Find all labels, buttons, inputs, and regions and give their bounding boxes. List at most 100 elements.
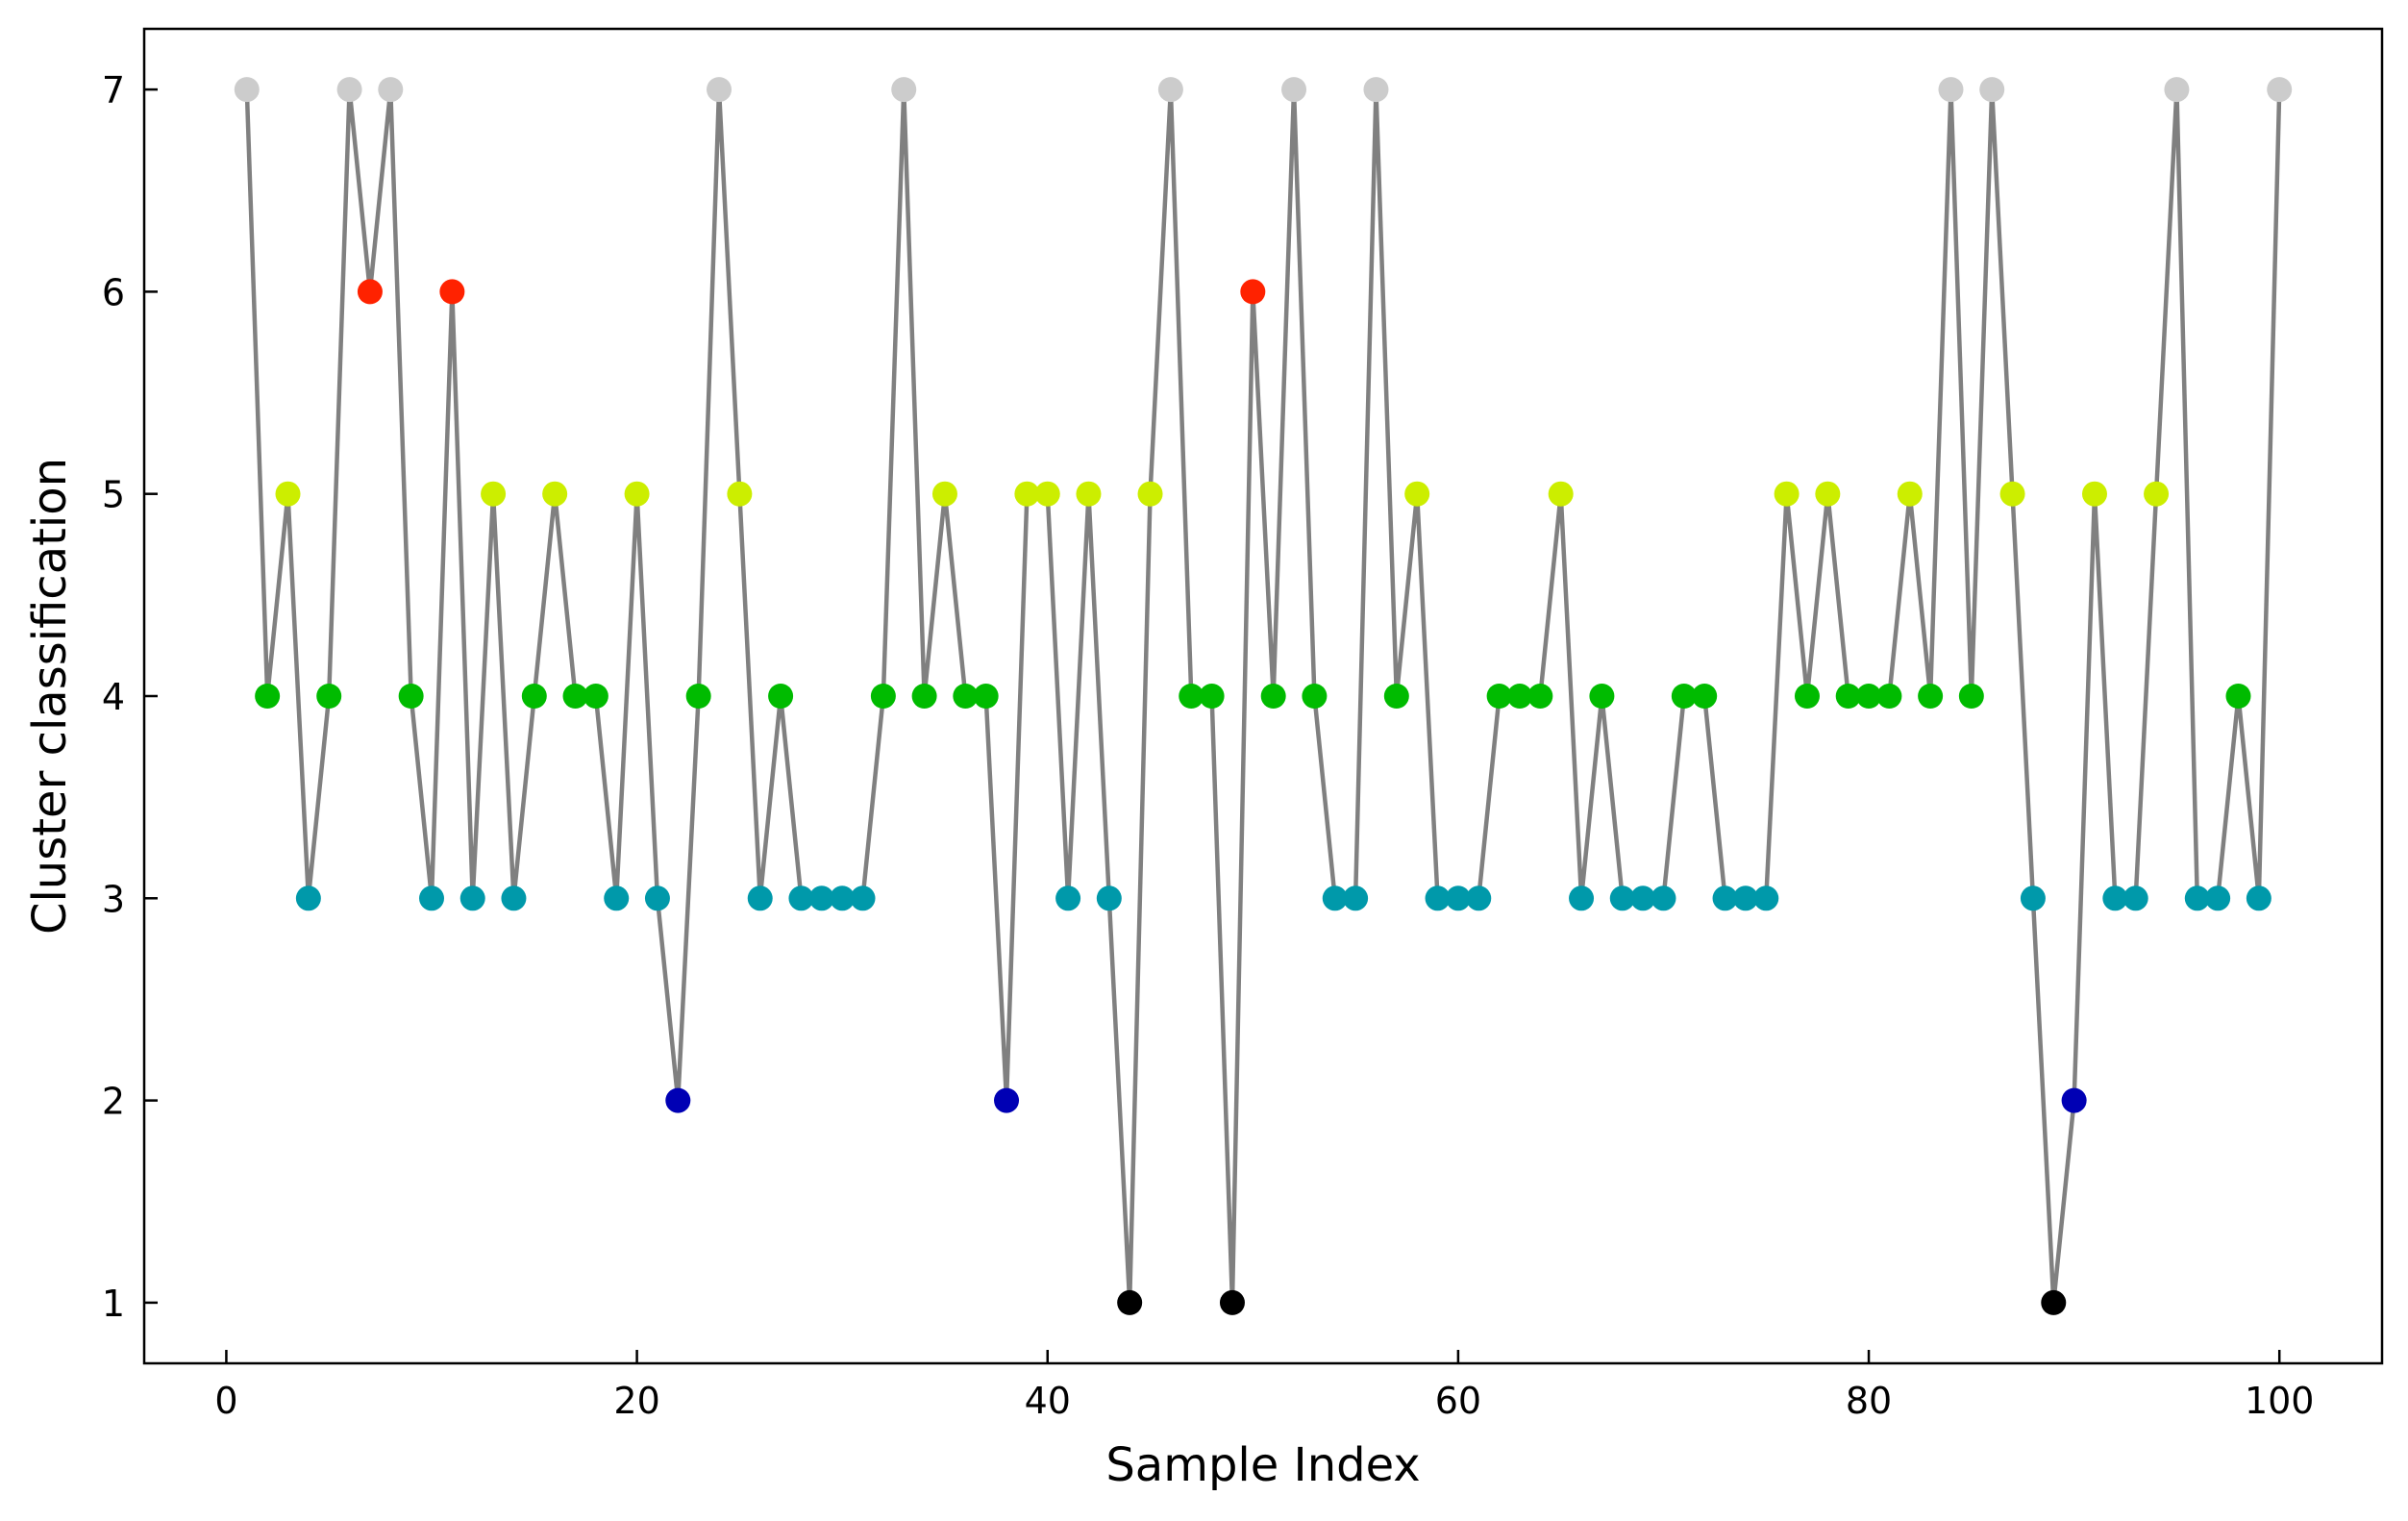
data-point-46 bbox=[1157, 77, 1183, 103]
data-point-92 bbox=[2102, 885, 2128, 911]
data-point-15 bbox=[521, 684, 547, 709]
data-point-48 bbox=[1199, 684, 1225, 709]
data-point-53 bbox=[1302, 684, 1328, 709]
data-point-98 bbox=[2225, 684, 2251, 709]
data-point-39 bbox=[1014, 481, 1040, 507]
data-point-13 bbox=[481, 481, 507, 507]
y-tick-label-1: 2 bbox=[102, 1081, 125, 1123]
data-point-55 bbox=[1343, 885, 1369, 911]
data-point-25 bbox=[727, 481, 753, 507]
y-tick-label-2: 3 bbox=[102, 878, 125, 920]
data-point-78 bbox=[1815, 481, 1841, 507]
data-point-70 bbox=[1651, 885, 1676, 911]
data-point-56 bbox=[1363, 77, 1389, 103]
data-point-74 bbox=[1732, 885, 1758, 911]
data-point-68 bbox=[1609, 885, 1635, 911]
data-point-10 bbox=[419, 885, 445, 911]
data-point-99 bbox=[2246, 885, 2271, 911]
data-point-32 bbox=[870, 684, 896, 709]
data-point-65 bbox=[1548, 481, 1574, 507]
y-tick-label-0: 1 bbox=[102, 1283, 125, 1325]
data-point-30 bbox=[830, 885, 856, 911]
data-point-38 bbox=[994, 1087, 1020, 1113]
y-axis-label: Cluster classification bbox=[23, 458, 77, 935]
data-point-34 bbox=[911, 684, 937, 709]
x-tick-label-3: 60 bbox=[1435, 1380, 1481, 1422]
data-point-60 bbox=[1445, 885, 1471, 911]
data-point-6 bbox=[336, 77, 362, 103]
axis-ticks: 0 20 40 60 80 100 1 2 3 4 5 6 7 bbox=[102, 69, 2315, 1422]
data-point-80 bbox=[1856, 684, 1882, 709]
data-point-16 bbox=[542, 481, 568, 507]
data-point-89 bbox=[2041, 1289, 2067, 1315]
data-point-14 bbox=[501, 885, 527, 911]
data-point-81 bbox=[1876, 684, 1902, 709]
data-point-8 bbox=[378, 77, 404, 103]
data-point-51 bbox=[1260, 684, 1286, 709]
data-point-93 bbox=[2123, 885, 2148, 911]
x-tick-label-2: 40 bbox=[1025, 1380, 1071, 1422]
data-point-54 bbox=[1322, 885, 1348, 911]
data-point-5 bbox=[316, 684, 342, 709]
data-point-2 bbox=[255, 684, 281, 709]
data-point-73 bbox=[1712, 885, 1738, 911]
data-point-11 bbox=[439, 279, 465, 305]
data-point-26 bbox=[747, 885, 773, 911]
data-point-20 bbox=[624, 481, 650, 507]
data-point-45 bbox=[1137, 481, 1163, 507]
data-point-22 bbox=[665, 1087, 691, 1113]
data-point-71 bbox=[1671, 684, 1697, 709]
x-tick-label-1: 20 bbox=[613, 1380, 659, 1422]
data-point-58 bbox=[1404, 481, 1430, 507]
y-tick-label-5: 6 bbox=[102, 271, 125, 313]
data-point-72 bbox=[1692, 684, 1718, 709]
data-point-44 bbox=[1117, 1289, 1143, 1315]
data-point-61 bbox=[1466, 885, 1492, 911]
data-point-29 bbox=[808, 885, 834, 911]
data-point-42 bbox=[1076, 481, 1102, 507]
data-point-90 bbox=[2061, 1087, 2087, 1113]
data-point-94 bbox=[2144, 481, 2170, 507]
data-point-86 bbox=[1979, 77, 2005, 103]
data-point-57 bbox=[1383, 684, 1409, 709]
data-point-84 bbox=[1938, 77, 1964, 103]
data-point-63 bbox=[1506, 684, 1532, 709]
data-point-23 bbox=[685, 684, 711, 709]
data-point-64 bbox=[1527, 684, 1553, 709]
data-point-35 bbox=[931, 481, 957, 507]
data-point-7 bbox=[357, 279, 383, 305]
data-point-96 bbox=[2184, 885, 2210, 911]
data-point-100 bbox=[2267, 77, 2293, 103]
y-tick-label-6: 7 bbox=[102, 69, 125, 112]
data-point-9 bbox=[398, 684, 424, 709]
data-point-19 bbox=[604, 885, 630, 911]
data-point-37 bbox=[973, 684, 999, 709]
data-point-4 bbox=[295, 885, 321, 911]
data-point-47 bbox=[1179, 684, 1204, 709]
data-point-59 bbox=[1425, 885, 1451, 911]
data-point-49 bbox=[1219, 1289, 1245, 1315]
x-tick-label-4: 80 bbox=[1846, 1380, 1892, 1422]
data-point-3 bbox=[275, 481, 301, 507]
data-point-43 bbox=[1096, 885, 1122, 911]
plot-frame bbox=[142, 27, 2384, 1365]
data-point-69 bbox=[1630, 885, 1656, 911]
data-point-1 bbox=[234, 77, 260, 103]
data-point-66 bbox=[1569, 885, 1595, 911]
data-points bbox=[234, 77, 2293, 1315]
x-tick-label-0: 0 bbox=[214, 1380, 237, 1422]
data-point-83 bbox=[1918, 684, 1944, 709]
data-point-50 bbox=[1240, 279, 1266, 305]
x-axis-label: Sample Index bbox=[1105, 1438, 1420, 1492]
data-point-91 bbox=[2081, 481, 2107, 507]
data-point-88 bbox=[2020, 885, 2046, 911]
data-point-75 bbox=[1753, 885, 1779, 911]
data-point-87 bbox=[1999, 481, 2025, 507]
data-point-79 bbox=[1835, 684, 1861, 709]
data-point-18 bbox=[583, 684, 608, 709]
data-point-40 bbox=[1034, 481, 1060, 507]
data-point-36 bbox=[953, 684, 979, 709]
data-point-17 bbox=[562, 684, 588, 709]
